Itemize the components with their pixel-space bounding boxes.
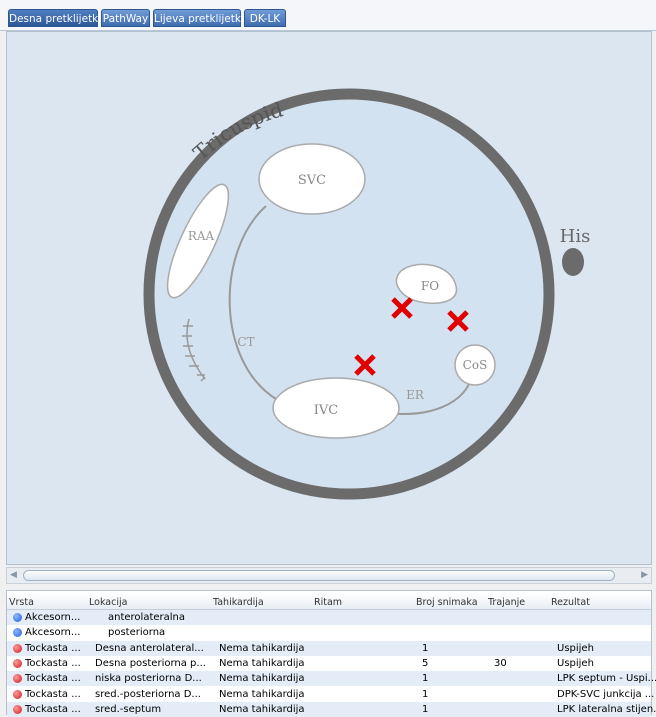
table-row[interactable]: Akcesorn... posteriorna xyxy=(7,625,651,640)
column-header[interactable]: Ritam xyxy=(314,596,342,609)
status-icon xyxy=(13,613,22,622)
ct-label: CT xyxy=(237,335,254,349)
cell-trajanje: 30 xyxy=(494,656,507,671)
cell-vrsta: Akcesorn... xyxy=(25,625,80,640)
tab[interactable]: Desna pretklijetka xyxy=(8,9,98,27)
cell-vrsta: Tockasta ... xyxy=(25,641,81,656)
tab[interactable]: Lijeva pretklijetka xyxy=(153,9,241,27)
cell-rezultat: Uspijeh xyxy=(557,656,594,671)
status-icon xyxy=(13,628,22,637)
cell-lokacija: niska posteriorna D... xyxy=(95,671,202,686)
column-header[interactable]: Vrsta xyxy=(9,596,34,609)
cell-broj: 1 xyxy=(422,671,428,686)
cell-lokacija: anterolateralna xyxy=(108,610,185,625)
status-icon xyxy=(13,659,22,668)
table-row[interactable]: Tockasta ... Desna anterolateral... Nema t… xyxy=(7,641,651,656)
results-table: Vrsta Lokacija Tahikardija Ritam Broj snimak… xyxy=(6,590,652,715)
his-label: His xyxy=(560,226,591,247)
cell-tahikardija: Nema tahikardija xyxy=(219,656,305,671)
cell-vrsta: Tockasta ... xyxy=(25,687,81,702)
cell-broj: 5 xyxy=(422,656,428,671)
svc-label: SVC xyxy=(298,173,326,188)
his-shape xyxy=(562,248,584,276)
raa-label: RAA xyxy=(188,229,215,243)
table-row[interactable]: Tockasta ... niska posteriorna D... Nema t… xyxy=(7,671,651,686)
cell-lokacija: sred.-posteriorna D... xyxy=(95,687,201,702)
atrium-diagram: Tricuspid SVC RAA IVC FO CoS CT ER His xyxy=(7,32,651,564)
status-icon xyxy=(13,705,22,714)
er-label: ER xyxy=(406,388,425,402)
horizontal-scrollbar[interactable]: ◀ ▶ xyxy=(6,567,652,584)
cell-vrsta: Akcesorn... xyxy=(25,610,80,625)
scroll-left[interactable]: ◀ xyxy=(10,570,17,580)
cell-vrsta: Tockasta ... xyxy=(25,671,81,686)
cell-broj: 1 xyxy=(422,641,428,656)
app-window: {"tabs": ["Desna pretklijetka", "PathWay… xyxy=(0,0,656,715)
status-icon xyxy=(13,690,22,699)
tab[interactable]: PathWay xyxy=(101,9,150,27)
cell-rezultat: Uspijeh xyxy=(557,641,594,656)
cell-rezultat: LPK septum - Uspi... xyxy=(557,671,656,686)
table-row[interactable]: Tockasta ... sred.-posteriorna D... Nema t… xyxy=(7,687,651,702)
scroll-right[interactable]: ▶ xyxy=(641,570,648,580)
scroll-thumb[interactable] xyxy=(23,570,615,581)
column-header[interactable]: Rezultat xyxy=(551,596,590,609)
table-row[interactable]: Akcesorn... anterolateralna xyxy=(7,610,651,625)
tab[interactable]: DK-LK xyxy=(244,9,286,27)
ivc-label: IVC xyxy=(314,403,339,418)
cell-tahikardija: Nema tahikardija xyxy=(219,671,305,686)
cell-tahikardija: Nema tahikardija xyxy=(219,641,305,656)
column-header[interactable]: Tahikardija xyxy=(213,596,264,609)
cell-tahikardija: Nema tahikardija xyxy=(219,687,305,702)
cos-label: CoS xyxy=(463,358,488,372)
column-header[interactable]: Trajanje xyxy=(488,596,525,609)
tab-bar: Desna pretklijetka PathWay Lijeva pretkl… xyxy=(0,0,656,31)
cell-rezultat: DPK-SVC junkcija ... xyxy=(557,687,654,702)
column-header[interactable]: Broj snimaka xyxy=(416,596,478,609)
cell-broj: 1 xyxy=(422,687,428,702)
cell-lokacija: Desna anterolateral... xyxy=(95,641,204,656)
cell-lokacija: Desna posteriorna p... xyxy=(95,656,206,671)
column-header[interactable]: Lokacija xyxy=(89,596,127,609)
cell-vrsta: Tockasta ... xyxy=(25,656,81,671)
cell-lokacija: posteriorna xyxy=(108,625,165,640)
fo-label: FO xyxy=(421,279,439,293)
table-row[interactable]: Tockasta ... Desna posteriorna p... Nema t… xyxy=(7,656,651,671)
status-icon xyxy=(13,644,22,653)
status-icon xyxy=(13,674,22,683)
table-header: Vrsta Lokacija Tahikardija Ritam Broj snimak… xyxy=(7,593,651,610)
diagram-panel: Tricuspid SVC RAA IVC FO CoS CT ER His xyxy=(6,31,652,565)
